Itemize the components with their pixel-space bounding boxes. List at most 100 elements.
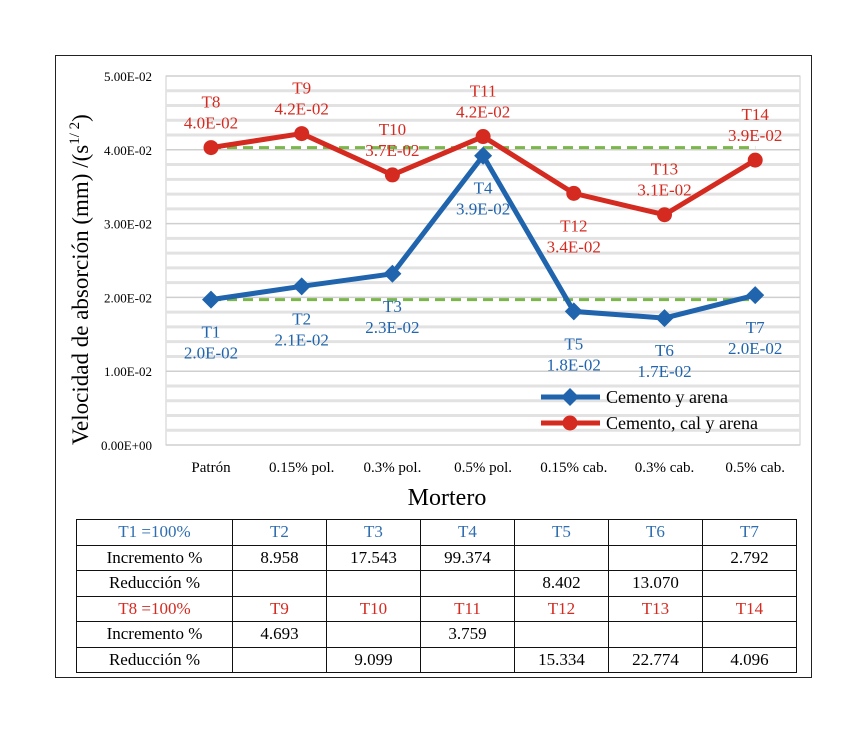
data-point-circle [384,167,400,183]
point-value-label: 4.2E-02 [275,100,329,119]
table-cell: T6 [608,519,703,546]
point-value-label: 4.2E-02 [456,103,510,122]
point-value-label: 3.9E-02 [728,126,782,145]
data-point-circle [566,185,582,201]
point-name-label: T6 [655,341,674,360]
table-cell: T13 [608,595,703,622]
point-value-label: 3.4E-02 [547,237,601,256]
x-tick-label: Patrón [191,460,231,476]
table-cell [514,621,609,648]
table-cell [326,570,421,597]
legend-circle [562,415,578,431]
point-name-label: T14 [742,105,770,124]
table-cell: 22.774 [608,646,703,673]
table-cell: 2.792 [702,544,797,571]
table-cell: 15.334 [514,646,609,673]
point-value-label: 1.7E-02 [637,362,691,381]
data-point-diamond [292,277,311,296]
point-value-label: 2.0E-02 [184,344,238,363]
table-cell [420,570,515,597]
data-point-circle [294,126,310,142]
x-tick-label: 0.15% cab. [540,460,607,476]
point-value-label: 2.1E-02 [275,330,329,349]
y-tick-label: 3.00E-02 [104,217,152,232]
data-point-circle [657,207,672,223]
data-point-diamond [474,146,493,165]
table-cell: T11 [420,595,515,622]
data-point-diamond [746,286,765,305]
table-cell: T9 [232,595,327,622]
table-row: Incremento % 4.693 3.759 [76,621,797,648]
data-point-circle [203,140,219,156]
figure-frame [55,55,812,678]
table-cell: Reducción % [76,646,233,673]
table-cell: T8 =100% [76,595,233,622]
table-cell: 13.070 [608,570,703,597]
table-cell [608,544,703,571]
legend-label: Cemento, cal y arena [606,413,758,433]
point-name-label: T3 [383,297,402,316]
table-cell: T4 [420,519,515,546]
table-cell [232,646,327,673]
percent-table: T1 =100% T2 T3 T4 T5 T6 T7 Incremento % 8.958 17.… [76,519,797,673]
table-cell: 9.099 [326,646,421,673]
table-cell: 3.759 [420,621,515,648]
point-name-label: T10 [379,120,406,139]
table-cell [702,570,797,597]
data-point-diamond [383,264,402,283]
point-name-label: T4 [474,179,493,198]
table-cell: Incremento % [76,544,233,571]
point-name-label: T13 [651,160,678,179]
point-name-label: T9 [292,79,311,98]
table-cell [420,646,515,673]
table-cell [702,621,797,648]
table-cell: T1 =100% [76,519,233,546]
y-tick-label: 5.00E-02 [104,69,152,84]
point-name-label: T11 [470,82,497,101]
y-tick-label: 2.00E-02 [104,290,152,305]
x-tick-label: 0.3% cab. [635,460,695,476]
table-cell [608,621,703,648]
x-tick-label: 0.3% pol. [363,460,421,476]
x-tick-label: 0.5% pol. [454,460,512,476]
table-cell: Reducción % [76,570,233,597]
table-cell: 4.096 [702,646,797,673]
point-name-label: T7 [746,318,765,337]
y-tick-label: 0.00E+00 [101,438,152,453]
table-cell: T7 [702,519,797,546]
data-point-diamond [564,302,583,321]
y-tick-label: 1.00E-02 [104,364,152,379]
table-cell: T3 [326,519,421,546]
table-cell: 8.958 [232,544,327,571]
table-cell: T10 [326,595,421,622]
data-point-circle [475,129,491,145]
table-cell: 4.693 [232,621,327,648]
table-row: Reducción % 8.402 13.070 [76,570,797,597]
point-value-label: 3.9E-02 [456,200,510,219]
table-cell: 17.543 [326,544,421,571]
table-cell [232,570,327,597]
table-cell: Incremento % [76,621,233,648]
point-value-label: 1.8E-02 [547,355,601,374]
table-row: T8 =100% T9 T10 T11 T12 T13 T14 [76,595,797,622]
data-point-diamond [655,309,674,328]
point-value-label: 2.3E-02 [365,318,419,337]
point-value-label: 2.0E-02 [728,339,782,358]
x-tick-label: 0.15% pol. [269,460,334,476]
y-tick-label: 4.00E-02 [104,143,152,158]
table-cell: T12 [514,595,609,622]
point-value-label: 3.1E-02 [637,181,691,200]
table-cell: T14 [702,595,797,622]
table-cell: 8.402 [514,570,609,597]
point-value-label: 3.7E-02 [365,141,419,160]
point-name-label: T1 [202,323,221,342]
y-axis-title: Velocidad de absorción (mm) /(s1/ 2) [67,114,93,445]
table-cell [514,544,609,571]
legend-diamond [561,388,579,406]
table-row: Reducción % 9.099 15.334 22.774 4.096 [76,646,797,673]
x-tick-label: 0.5% cab. [725,460,785,476]
table-cell: 99.374 [420,544,515,571]
table-cell: T2 [232,519,327,546]
table-cell [326,621,421,648]
point-value-label: 4.0E-02 [184,114,238,133]
